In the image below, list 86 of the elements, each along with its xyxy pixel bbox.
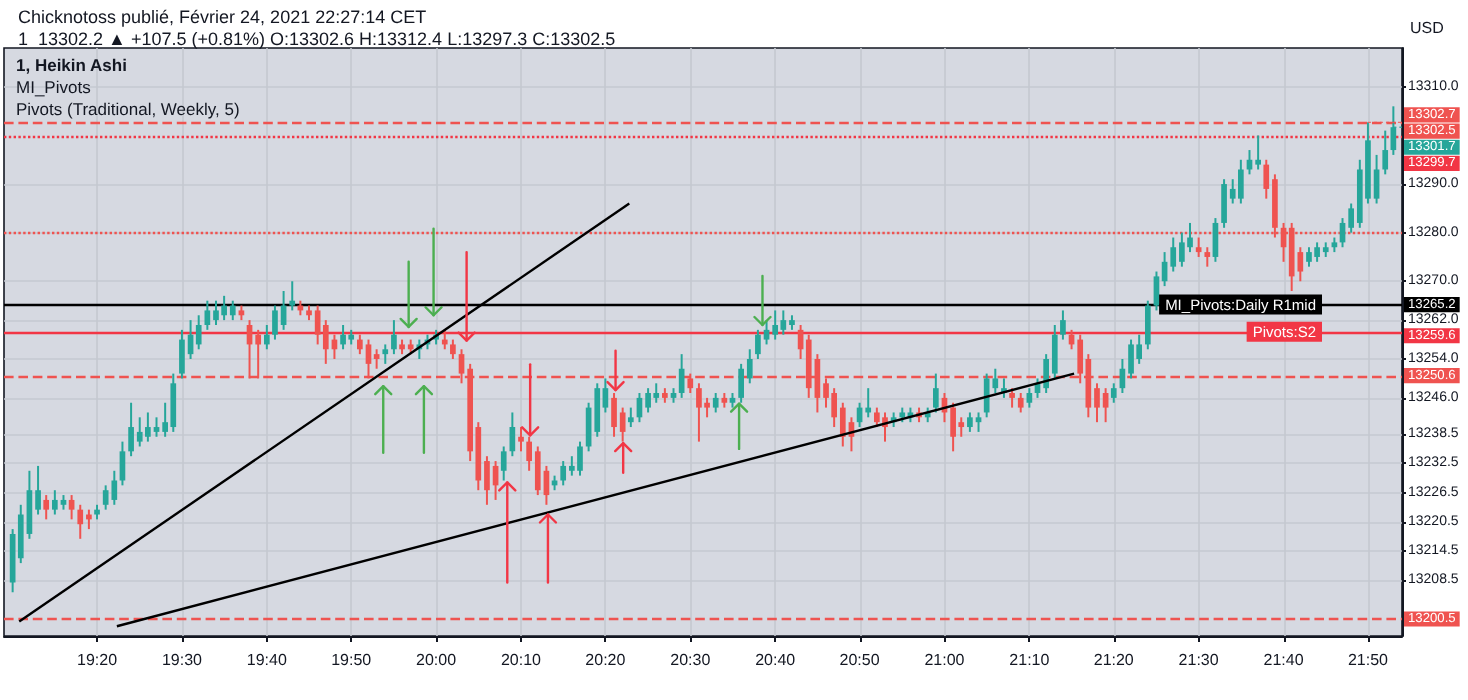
annotation: MI_Pivots [16, 77, 91, 97]
candlestick [136, 416, 143, 448]
candlestick [391, 319, 397, 356]
candlestick [272, 304, 278, 341]
x-tick-label: 20:10 [500, 651, 543, 669]
chart-subtitle: 1 13302.2 ▲ +107.5 (+0.81%) O:13302.6 H:13312.4 L:13297.3 C:13302.5 [18, 29, 616, 49]
chart-title: Chicknotoss publié, Février 24, 2021 22:27:14 CET [18, 7, 428, 27]
candlestick [450, 338, 456, 361]
candlestick [534, 445, 541, 497]
candlestick [645, 387, 651, 414]
y-axis-title: USD [1410, 19, 1445, 37]
candlestick [340, 323, 346, 351]
candlestick [1128, 338, 1134, 380]
x-tick-label: 20:20 [585, 651, 627, 669]
x-tick-label: 21:30 [1178, 651, 1220, 669]
x-tick-label: 21:00 [924, 651, 966, 669]
candlestick [1255, 134, 1261, 171]
candlestick [967, 411, 973, 433]
candlestick [263, 323, 270, 351]
candlestick [772, 309, 779, 341]
candlestick [1238, 158, 1244, 205]
candlestick [179, 328, 185, 380]
candlestick [51, 489, 58, 516]
x-tick-label: 21:50 [1347, 651, 1390, 669]
candlestick [1187, 221, 1193, 254]
x-tick-label: 19:30 [161, 651, 204, 669]
candlestick [696, 382, 702, 443]
candlestick [102, 484, 109, 511]
candlestick [1026, 387, 1033, 409]
candlestick [170, 372, 177, 433]
x-tick-label: 20:30 [670, 651, 712, 669]
candlestick [763, 319, 770, 346]
candlestick [1009, 387, 1015, 409]
candlestick [1110, 382, 1117, 404]
candlestick [839, 401, 846, 448]
candlestick [289, 280, 296, 312]
candlestick [500, 445, 507, 482]
candlestick [653, 382, 660, 404]
candlestick [382, 343, 389, 365]
candlestick [704, 396, 710, 419]
candlestick [983, 372, 990, 419]
candlestick [314, 304, 321, 346]
candlestick [755, 328, 761, 361]
candlestick [145, 411, 151, 443]
candlestick [229, 299, 236, 322]
candlestick [195, 314, 202, 351]
candlestick [577, 440, 583, 477]
candlestick [594, 382, 601, 438]
candlestick [1102, 387, 1109, 424]
candlestick [77, 503, 84, 540]
candlestick [1170, 236, 1177, 273]
x-tick-label: 20:50 [839, 651, 881, 669]
candlestick [204, 299, 211, 331]
candlestick [1153, 270, 1160, 312]
x-tick-label: 19:50 [331, 651, 373, 669]
annotation: 1, Heikin Ashi [16, 55, 127, 75]
candlestick [874, 406, 880, 429]
candlestick [1144, 299, 1151, 351]
candlestick [712, 392, 719, 414]
candlestick [1382, 129, 1389, 176]
candlestick [1017, 392, 1024, 414]
annotation: Pivots (Traditional, Weekly, 5) [16, 99, 240, 119]
x-tick-label: 19:40 [246, 651, 288, 669]
candlestick [43, 494, 50, 521]
candlestick [518, 426, 524, 453]
x-tick-label: 21:20 [1093, 651, 1135, 669]
candlestick [1051, 323, 1058, 380]
candlestick [627, 406, 634, 429]
x-tick-label: 21:10 [1009, 651, 1051, 669]
candlestick [1060, 309, 1066, 341]
candlestick [619, 406, 626, 443]
candlestick [1204, 246, 1211, 268]
x-tick-label: 19:20 [77, 651, 119, 669]
candlestick [932, 372, 939, 414]
candlestick [68, 494, 75, 521]
candlestick [950, 401, 956, 453]
x-tick-label: 21:40 [1263, 651, 1305, 669]
candlestick [1306, 246, 1312, 268]
candlestick [560, 460, 567, 487]
candlestick [111, 469, 118, 506]
x-tick-label: 20:00 [416, 651, 458, 669]
x-tick-label: 20:40 [755, 651, 797, 669]
candlestick [780, 309, 787, 336]
candlestick [958, 416, 965, 438]
candlestick [1195, 236, 1202, 258]
candlestick [357, 333, 363, 356]
